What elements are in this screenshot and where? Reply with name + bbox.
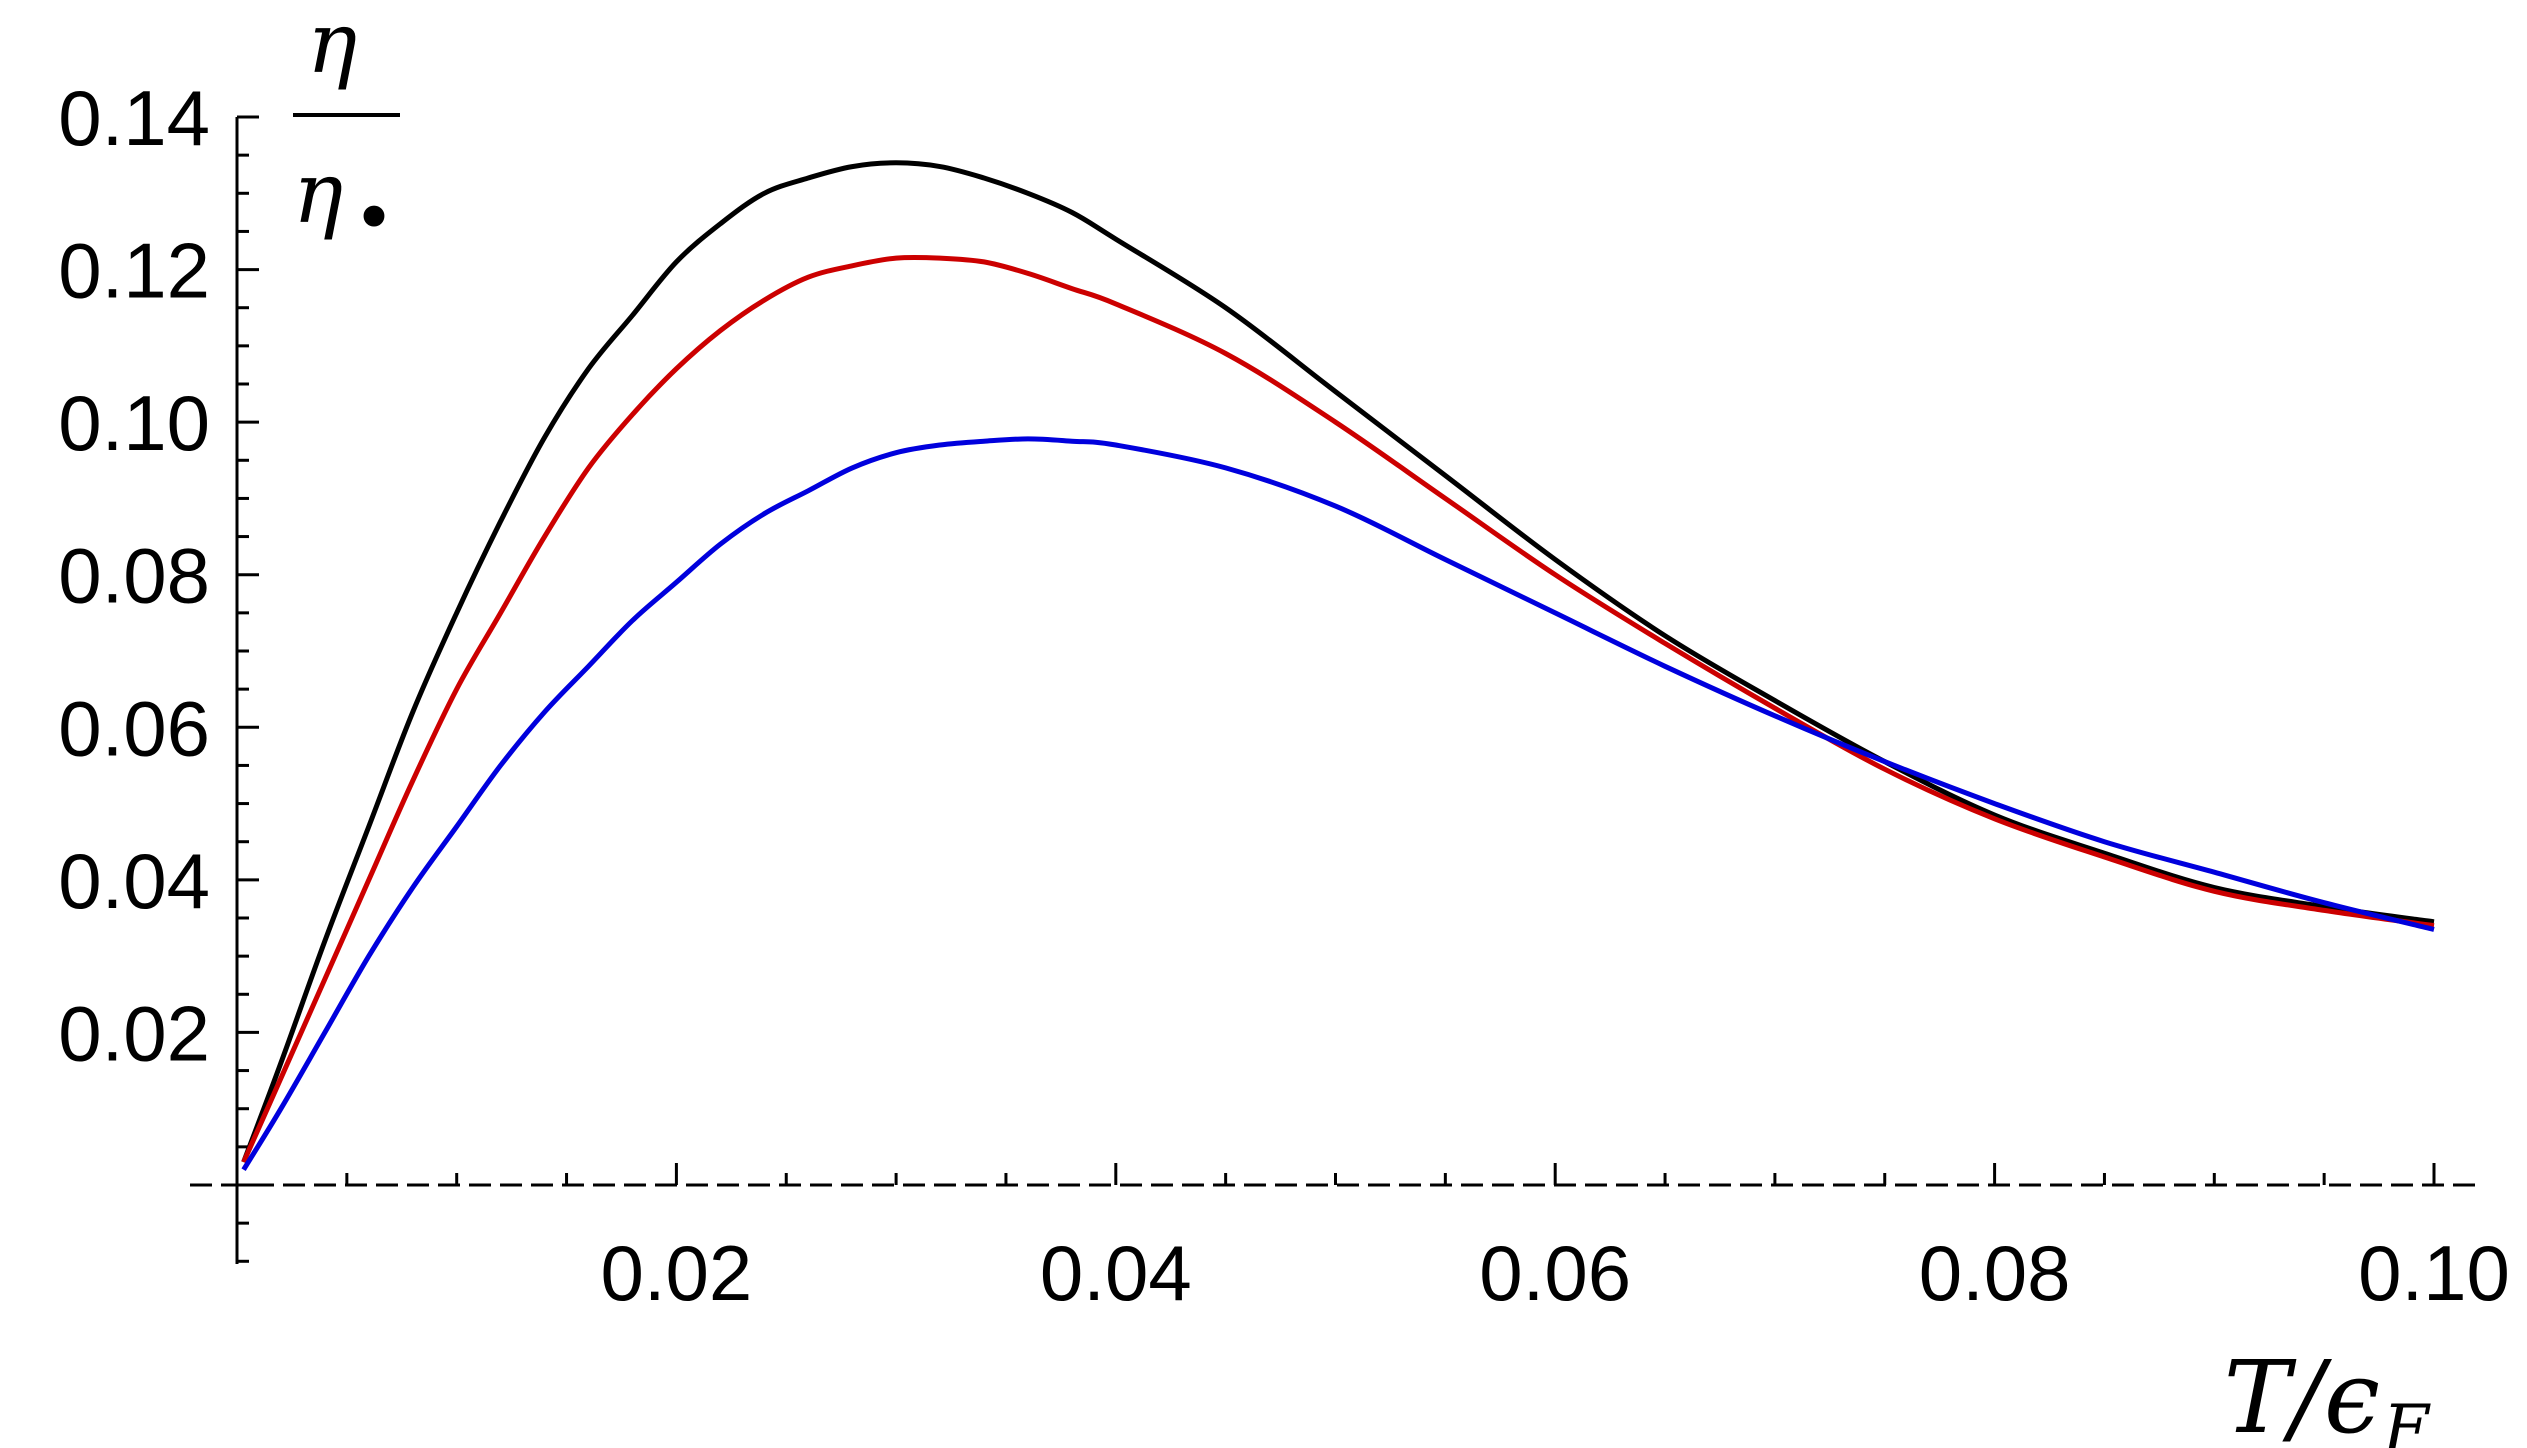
x-label-subscript: F (2382, 1391, 2431, 1448)
y-axis: 0.02 0.04 0.06 0.08 0.10 0.12 0.14 (58, 74, 259, 1264)
y-tick-label: 0.06 (58, 684, 210, 772)
x-label-main: T/ϵ (2224, 1339, 2380, 1448)
y-tick-label: 0.14 (58, 74, 210, 162)
series-line-3 (241, 436, 2435, 1172)
y-tick-label: 0.08 (58, 532, 210, 620)
series-line-1 (241, 160, 2435, 1163)
y-label-numerator: η (307, 0, 357, 92)
x-tick-label: 0.08 (1919, 1229, 2071, 1317)
y-label-denominator: η (293, 144, 343, 242)
series-lines (241, 160, 2435, 1172)
series-line-2 (241, 254, 2435, 1164)
y-tick-label: 0.10 (58, 379, 210, 467)
x-tick-label: 0.04 (1040, 1229, 1192, 1317)
y-axis-label: η η • (293, 0, 400, 260)
x-tick-label: 0.02 (600, 1229, 752, 1317)
x-axis: 0.02 0.04 0.06 0.08 0.10 (190, 1163, 2510, 1317)
y-tick-label: 0.04 (58, 837, 210, 925)
y-label-denominator-mark: • (353, 176, 395, 260)
x-tick-label: 0.06 (1479, 1229, 1631, 1317)
x-axis-label: T/ϵ F (2224, 1339, 2431, 1448)
x-tick-label: 0.10 (2358, 1229, 2510, 1317)
y-tick-label: 0.02 (58, 989, 210, 1077)
y-tick-label: 0.12 (58, 227, 210, 315)
